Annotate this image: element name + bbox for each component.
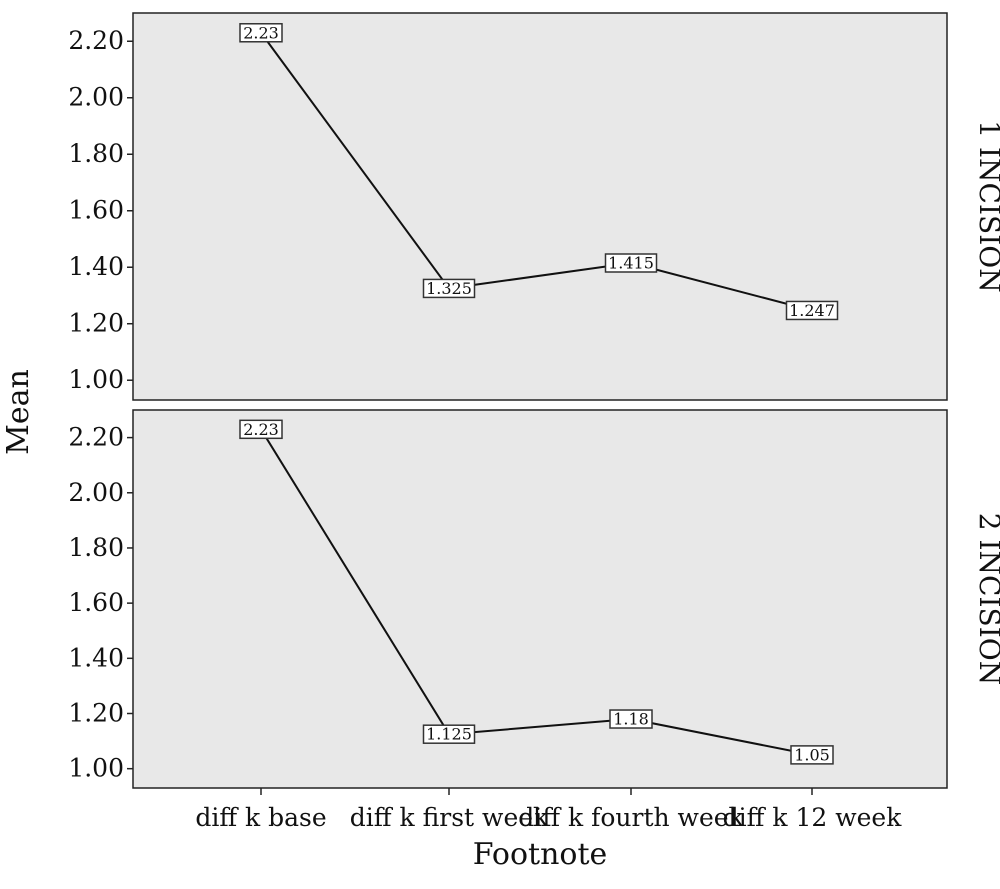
facet-label: 1 INCISION (973, 120, 1000, 292)
facet-label: 2 INCISION (973, 513, 1000, 685)
x-tick-label: diff k 12 week (723, 803, 903, 832)
y-tick-label: 2.20 (68, 26, 124, 55)
data-label: 2.23 (239, 23, 283, 43)
data-label-text: 1.415 (608, 253, 654, 272)
data-label-box (785, 300, 839, 321)
x-tick-label: diff k first week (350, 803, 549, 832)
y-tick-label: 1.00 (68, 754, 124, 783)
data-label: 1.415 (604, 253, 658, 273)
y-tick-label: 1.60 (68, 196, 124, 225)
y-tick-label: 2.00 (68, 478, 124, 507)
y-tick-label: 1.00 (68, 365, 124, 394)
data-label: 1.05 (790, 745, 834, 765)
y-tick-label: 1.40 (68, 643, 124, 672)
data-label-box (422, 278, 476, 299)
series-line (260, 32, 813, 312)
data-label-text: 1.18 (613, 710, 649, 729)
data-label-text: 2.23 (243, 420, 279, 439)
data-label: 1.247 (785, 300, 839, 321)
x-tick-label: diff k fourth week (518, 803, 744, 832)
panels-layer: 1.00 1.20 1.40 1.60 1.80 2.00 2.20 2.23 1.325 1.4… (68, 12, 1000, 832)
y-tick-label: 1.80 (68, 533, 124, 562)
data-label-box (790, 745, 834, 765)
y-tick-label: 2.20 (68, 423, 124, 452)
data-label-text: 1.325 (426, 279, 472, 298)
panel-1: 1.00 1.20 1.40 1.60 1.80 2.00 2.20 2.23 1.325 1.4… (68, 12, 1000, 401)
data-label: 2.23 (239, 419, 283, 440)
data-label-text: 1.247 (789, 301, 835, 320)
data-label-box (422, 724, 476, 744)
x-axis-title: Footnote (473, 837, 608, 872)
panel-2: 1.00 1.20 1.40 1.60 1.80 2.00 2.20 2.23 1.125 1.1… (68, 409, 1000, 789)
data-label-text: 1.05 (794, 745, 830, 764)
data-label-box (239, 419, 283, 440)
panel-background (132, 409, 948, 789)
x-tick-label: diff k base (195, 803, 326, 832)
data-label-text: 1.125 (426, 725, 472, 744)
y-tick-label: 1.60 (68, 588, 124, 617)
y-tick-label: 1.40 (68, 252, 124, 281)
y-tick-label: 1.20 (68, 309, 124, 338)
data-label-box (609, 709, 653, 729)
data-label: 1.125 (422, 724, 476, 744)
panel-background (132, 12, 948, 401)
y-tick-label: 1.80 (68, 139, 124, 168)
data-label-text: 2.23 (243, 23, 279, 42)
data-label-box (239, 23, 283, 43)
data-label: 1.325 (422, 278, 476, 299)
series-line (260, 428, 813, 756)
y-tick-label: 1.20 (68, 699, 124, 728)
data-label: 1.18 (609, 709, 653, 729)
y-axis-title: Mean (1, 369, 36, 455)
y-tick-label: 2.00 (68, 83, 124, 112)
data-label-box (604, 253, 658, 273)
